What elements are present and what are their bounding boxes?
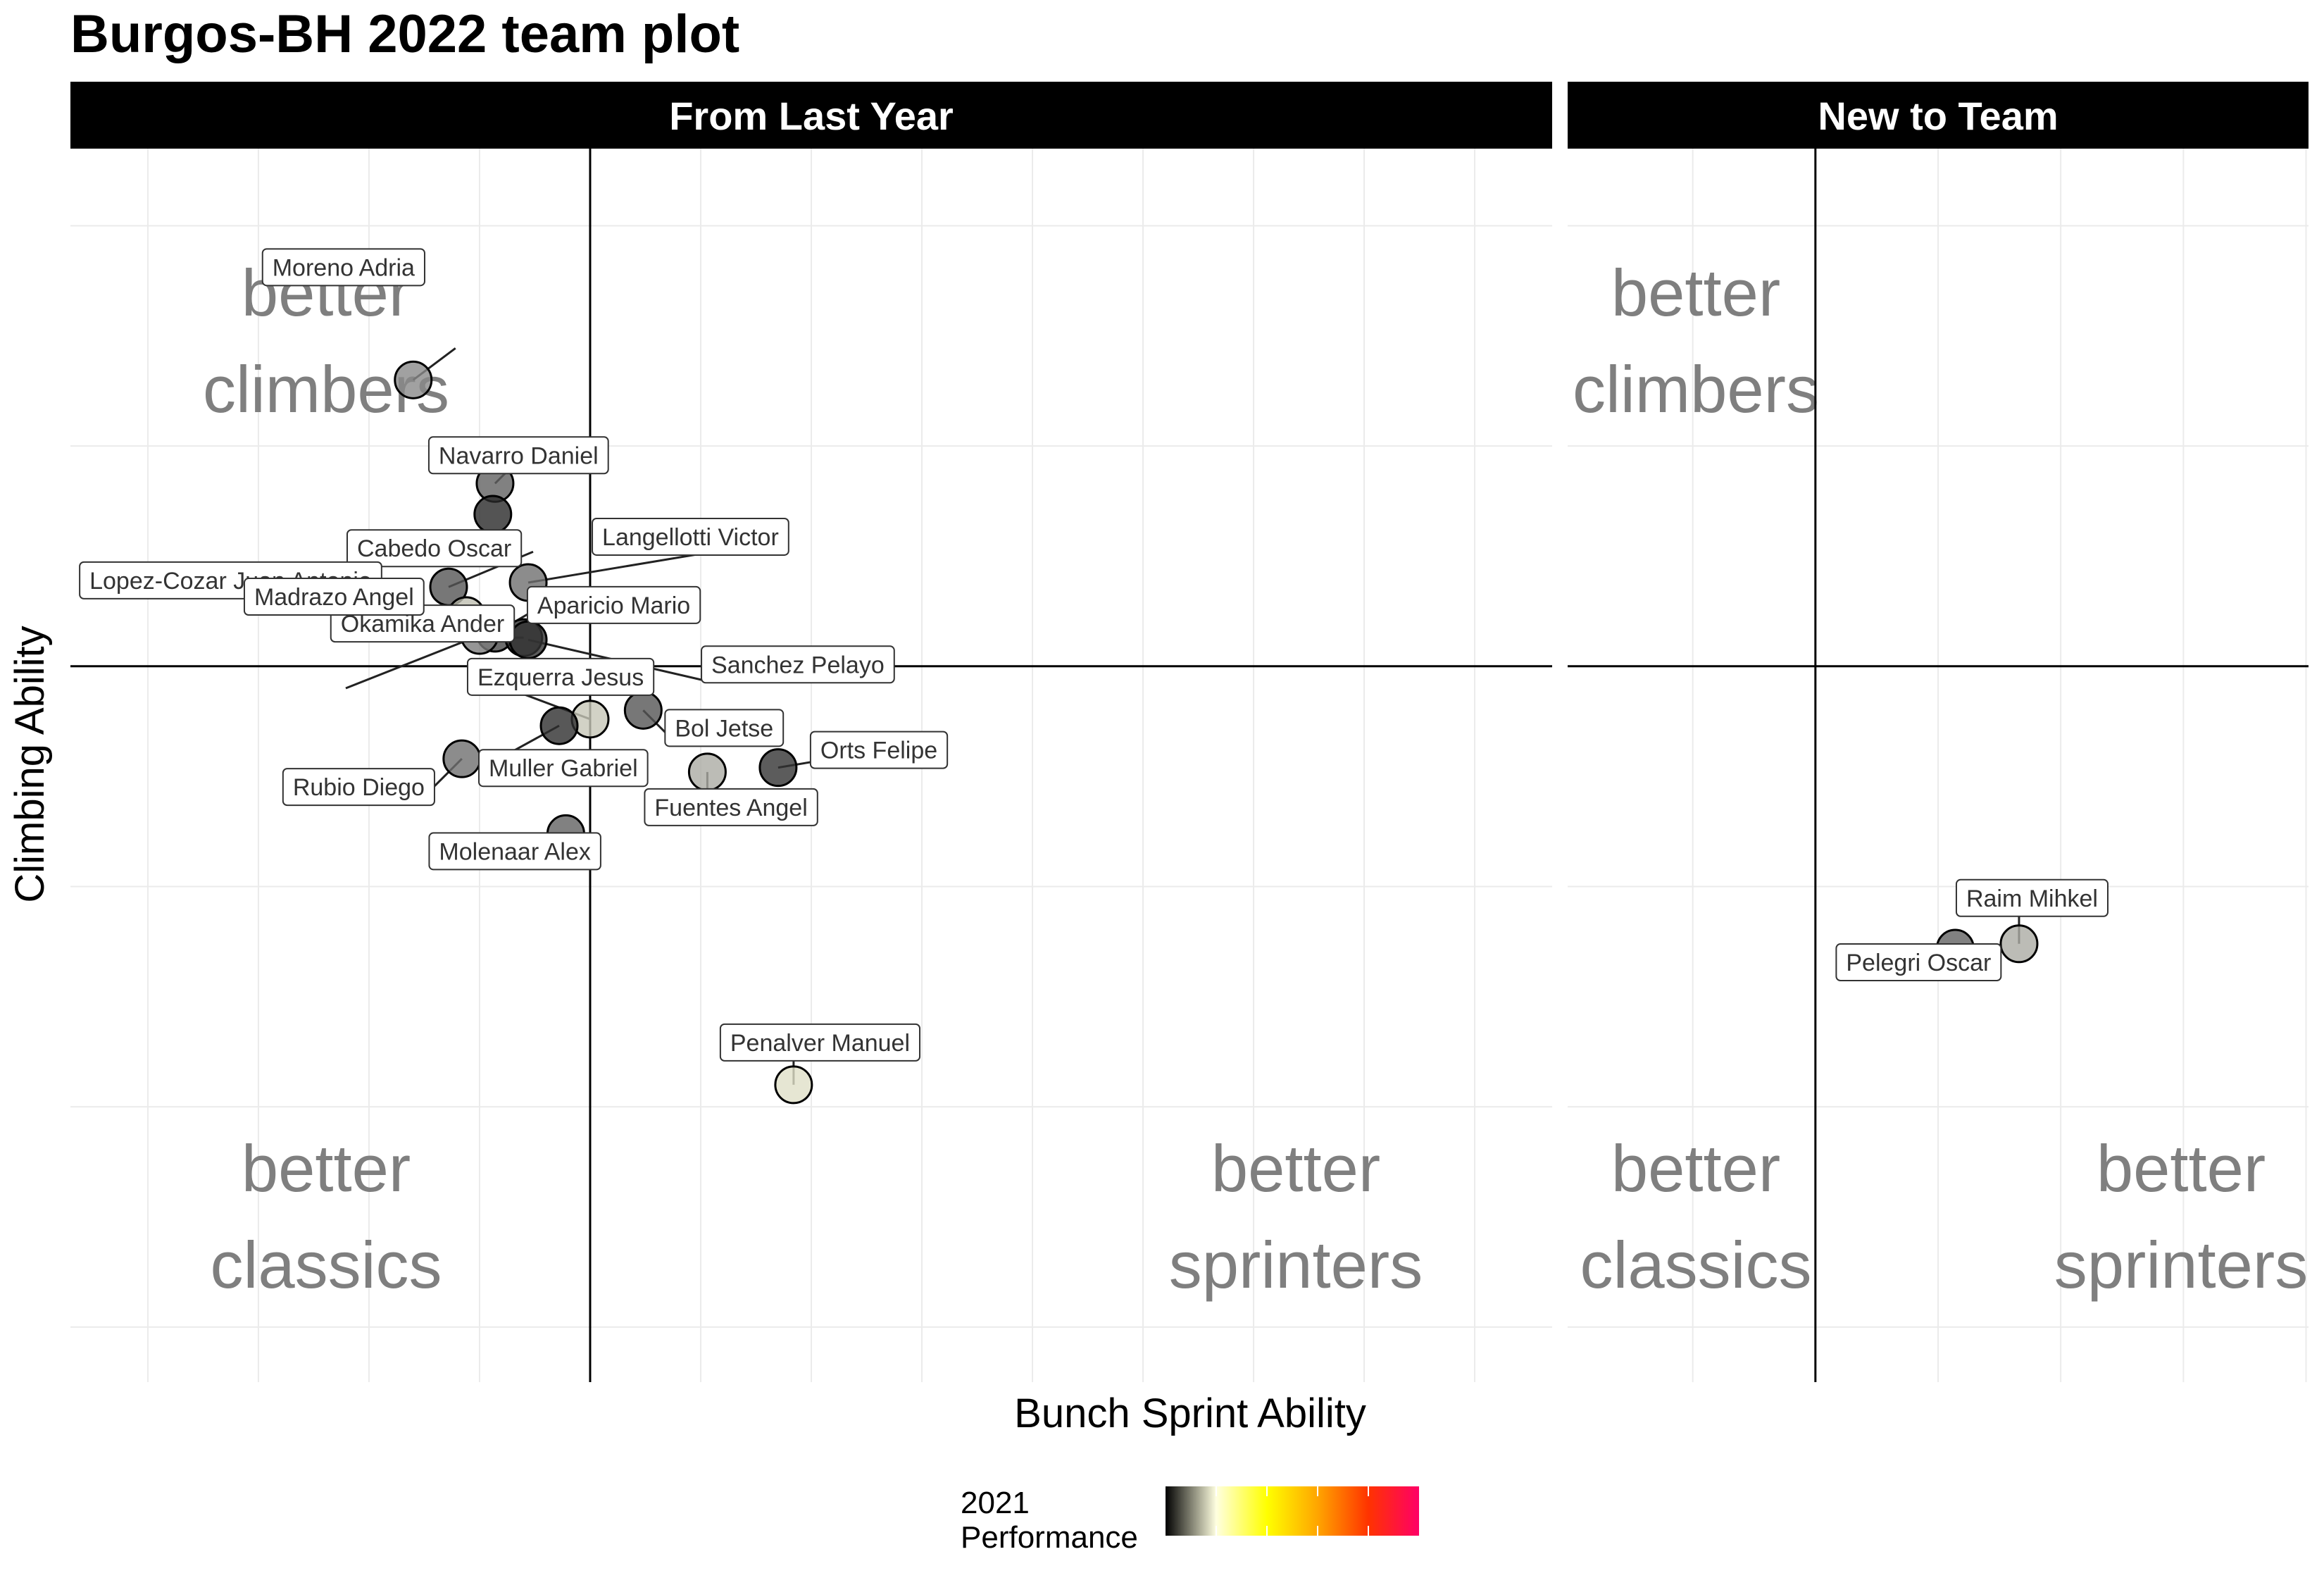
point-label-1: Pelegri Oscar (1846, 950, 1991, 976)
labels-from-last-year: Moreno Adria Navarro Daniel Cabedo Oscar La… (79, 248, 949, 1062)
point-label-8: Madrazo Angel (254, 584, 414, 611)
quadrant-labels-new-to-team: better climbers better classics better s… (1573, 256, 2308, 1302)
point-label-box-10 (466, 657, 655, 696)
point-12 (623, 690, 663, 730)
point-17 (774, 1065, 813, 1105)
legend-colorbar-ticks (1216, 1486, 1369, 1536)
strip-label-new-to-team: New to Team (1818, 94, 2058, 138)
point-label-17: Penalver Manuel (730, 1030, 910, 1057)
quad2-sprinters-line1: better (2097, 1131, 2266, 1205)
legend-colorbar (1166, 1486, 1419, 1536)
quad2-climbers-line2: climbers (1573, 352, 1819, 426)
point-15 (442, 739, 482, 778)
quad2-classics-line2: classics (1580, 1228, 1811, 1302)
point-label-12: Bol Jetse (675, 715, 773, 742)
point-label-4: Langellotti Victor (602, 524, 779, 551)
quad2-classics-line1: better (1611, 1131, 1780, 1205)
point-label-box-4 (592, 517, 789, 556)
point-label-0: Raim Mihkel (1966, 885, 2098, 912)
point-label-box-14 (644, 788, 818, 826)
point-label-13: Orts Felipe (820, 738, 937, 764)
point-13 (758, 748, 798, 788)
point-label-6: Aparicio Mario (537, 592, 690, 619)
point-9 (508, 620, 548, 659)
legend: 2021 Performance (961, 1486, 1419, 1555)
point-label-box-9 (701, 645, 895, 684)
quadrant-labels-from-last-year: better climbers better classics better s… (203, 256, 1423, 1302)
point-11 (539, 706, 579, 745)
strip-new-to-team (1568, 82, 2309, 149)
quad-classics-line2: classics (210, 1228, 442, 1302)
strip-from-last-year (70, 82, 1552, 149)
x-axis-title: Bunch Sprint Ability (1014, 1391, 1366, 1436)
point-label-box-8 (243, 578, 425, 616)
point-label-box-15 (282, 768, 435, 807)
point-label-box-12 (664, 709, 785, 747)
point-label-box-16 (428, 832, 601, 871)
point-label-box-11 (478, 749, 649, 788)
leader-line-8 (345, 634, 480, 690)
point-2 (473, 495, 513, 534)
point-label-box-1 (1835, 943, 2002, 982)
quad2-sprinters-line2: sprinters (2054, 1228, 2308, 1302)
point-label-box-0 (1955, 878, 2109, 917)
legend-title-line2: Performance (961, 1520, 1138, 1555)
point-label-14: Fuentes Angel (654, 795, 807, 821)
strip-label-from-last-year: From Last Year (669, 94, 954, 138)
point-label-box-6 (526, 585, 701, 624)
quad-sprinters-line1: better (1211, 1131, 1380, 1205)
point-label-16: Molenaar Alex (439, 838, 590, 865)
point-label-box-1 (427, 436, 609, 475)
quad2-climbers-line1: better (1611, 256, 1780, 330)
point-label-9: Sanchez Pelayo (711, 652, 885, 678)
point-label-3: Cabedo Oscar (357, 535, 511, 562)
point-label-box-17 (719, 1023, 921, 1062)
labels-new-to-team: Raim Mihkel Pelegri Oscar (1835, 878, 2109, 982)
point-label-0: Moreno Adria (273, 254, 415, 281)
point-label-10: Ezquerra Jesus (477, 664, 644, 691)
point-label-1: Navarro Daniel (439, 442, 599, 469)
point-label-box-13 (809, 731, 949, 769)
point-14 (687, 752, 727, 792)
leader-line-4 (527, 549, 719, 584)
gridlines-from-last-year (70, 149, 1552, 1382)
point-label-box-3 (346, 529, 523, 568)
point-label-15: Rubio Diego (293, 774, 425, 801)
quad-classics-line1: better (242, 1131, 411, 1205)
point-0 (1999, 924, 2039, 964)
panel-new-to-team: New to Team better climbers better class… (1568, 82, 2309, 1382)
point-label-11: Muller Gabriel (489, 755, 638, 782)
zero-lines-new-to-team (1568, 149, 2309, 1382)
y-axis-title: Climbing Ability (7, 626, 53, 902)
panel-from-last-year: From Last Year better climbers better cl… (70, 82, 1552, 1382)
point-0 (394, 360, 433, 399)
quad-sprinters-line2: sprinters (1169, 1228, 1423, 1302)
chart-title: Burgos-BH 2022 team plot (70, 4, 739, 64)
point-label-box-0 (261, 248, 425, 287)
legend-title-line1: 2021 (961, 1486, 1030, 1520)
